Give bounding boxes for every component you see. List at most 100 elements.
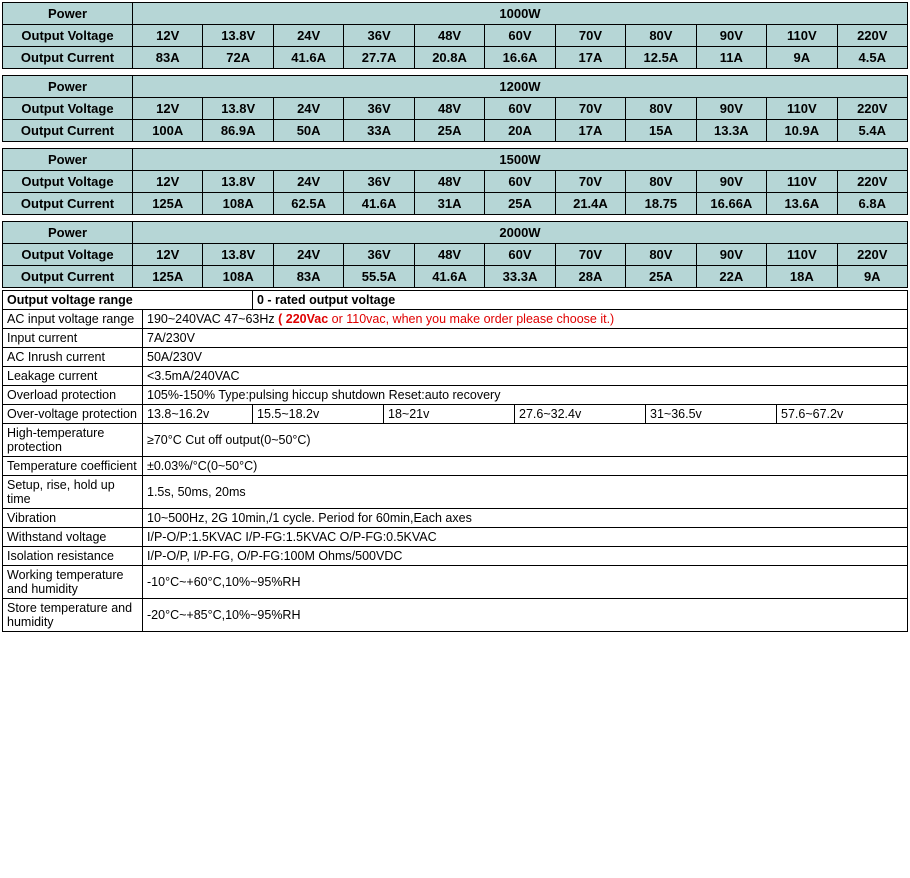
current-cell: 16.6A [485, 47, 555, 69]
spec-value: ≥70°C Cut off output(0~50°C) [143, 424, 908, 457]
spec-row: Input current7A/230V [3, 329, 908, 348]
power-label: Power [3, 222, 133, 244]
voltage-cell: 36V [344, 244, 414, 266]
voltage-cell: 13.8V [203, 244, 273, 266]
voltage-cell: 60V [485, 244, 555, 266]
current-cell: 25A [485, 193, 555, 215]
spec-label: Vibration [3, 509, 143, 528]
current-cell: 100A [133, 120, 203, 142]
voltage-cell: 110V [767, 25, 837, 47]
voltage-row-label: Output Voltage [3, 171, 133, 193]
power-value: 1200W [133, 76, 908, 98]
voltage-cell: 36V [344, 98, 414, 120]
power-value: 1000W [133, 3, 908, 25]
spec-row: Setup, rise, hold up time1.5s, 50ms, 20m… [3, 476, 908, 509]
voltage-row-label: Output Voltage [3, 25, 133, 47]
voltage-cell: 110V [767, 171, 837, 193]
ovp-cell: 18~21v [384, 405, 515, 424]
current-cell: 20A [485, 120, 555, 142]
voltage-cell: 13.8V [203, 25, 273, 47]
voltage-cell: 90V [696, 171, 766, 193]
current-cell: 9A [767, 47, 837, 69]
current-cell: 33.3A [485, 266, 555, 288]
voltage-cell: 13.8V [203, 171, 273, 193]
voltage-row-label: Output Voltage [3, 244, 133, 266]
voltage-cell: 70V [555, 98, 625, 120]
ovp-cell: 27.6~32.4v [515, 405, 646, 424]
spec-value: 190~240VAC 47~63Hz ( 220Vac or 110vac, w… [143, 310, 908, 329]
voltage-cell: 48V [414, 25, 484, 47]
voltage-cell: 12V [133, 244, 203, 266]
voltage-cell: 60V [485, 25, 555, 47]
voltage-cell: 220V [837, 25, 907, 47]
spec-label: Overload protection [3, 386, 143, 405]
spec-row: Vibration10~500Hz, 2G 10min,/1 cycle. Pe… [3, 509, 908, 528]
voltage-cell: 80V [626, 244, 696, 266]
spec-row: High-temperature protection≥70°C Cut off… [3, 424, 908, 457]
voltage-cell: 60V [485, 171, 555, 193]
voltage-cell: 24V [273, 244, 343, 266]
spec-label: Input current [3, 329, 143, 348]
current-cell: 108A [203, 193, 273, 215]
current-cell: 41.6A [344, 193, 414, 215]
spec-label: Temperature coefficient [3, 457, 143, 476]
current-cell: 9A [837, 266, 907, 288]
voltage-cell: 60V [485, 98, 555, 120]
spec-value: 10~500Hz, 2G 10min,/1 cycle. Period for … [143, 509, 908, 528]
spec-row: Store temperature and humidity-20°C~+85°… [3, 599, 908, 632]
spec-label: Over-voltage protection [3, 405, 143, 424]
voltage-cell: 48V [414, 171, 484, 193]
power-value: 2000W [133, 222, 908, 244]
voltage-cell: 12V [133, 171, 203, 193]
spec-row: Withstand voltageI/P-O/P:1.5KVAC I/P-FG:… [3, 528, 908, 547]
spec-row: AC Inrush current50A/230V [3, 348, 908, 367]
spec-value: ±0.03%/°C(0~50°C) [143, 457, 908, 476]
voltage-cell: 80V [626, 171, 696, 193]
power-label: Power [3, 76, 133, 98]
voltage-cell: 80V [626, 25, 696, 47]
current-cell: 50A [273, 120, 343, 142]
spec-value: I/P-O/P, I/P-FG, O/P-FG:100M Ohms/500VDC [143, 547, 908, 566]
voltage-cell: 48V [414, 244, 484, 266]
current-cell: 25A [414, 120, 484, 142]
voltage-cell: 24V [273, 171, 343, 193]
spec-row: Leakage current<3.5mA/240VAC [3, 367, 908, 386]
current-row-label: Output Current [3, 120, 133, 142]
spec-value: -20°C~+85°C,10%~95%RH [143, 599, 908, 632]
spec-row: Temperature coefficient±0.03%/°C(0~50°C) [3, 457, 908, 476]
power-table: Power1500WOutput Voltage12V13.8V24V36V48… [2, 148, 908, 215]
spec-row: Isolation resistanceI/P-O/P, I/P-FG, O/P… [3, 547, 908, 566]
current-cell: 4.5A [837, 47, 907, 69]
current-row-label: Output Current [3, 47, 133, 69]
voltage-cell: 70V [555, 244, 625, 266]
voltage-cell: 24V [273, 25, 343, 47]
current-cell: 125A [133, 193, 203, 215]
ovp-cell: 15.5~18.2v [253, 405, 384, 424]
output-voltage-range-row: Output voltage range 0 - rated output vo… [3, 291, 908, 310]
current-cell: 41.6A [273, 47, 343, 69]
current-cell: 5.4A [837, 120, 907, 142]
current-cell: 21.4A [555, 193, 625, 215]
voltage-cell: 24V [273, 98, 343, 120]
voltage-cell: 110V [767, 244, 837, 266]
spec-value: -10°C~+60°C,10%~95%RH [143, 566, 908, 599]
current-cell: 12.5A [626, 47, 696, 69]
current-cell: 25A [626, 266, 696, 288]
spec-label: Setup, rise, hold up time [3, 476, 143, 509]
voltage-cell: 12V [133, 98, 203, 120]
power-table: Power2000WOutput Voltage12V13.8V24V36V48… [2, 221, 908, 288]
ovp-cell: 31~36.5v [646, 405, 777, 424]
ovr-label: Output voltage range [3, 291, 253, 310]
spec-row: Overload protection105%-150% Type:pulsin… [3, 386, 908, 405]
spec-value: 1.5s, 50ms, 20ms [143, 476, 908, 509]
voltage-cell: 220V [837, 98, 907, 120]
current-row-label: Output Current [3, 193, 133, 215]
current-cell: 20.8A [414, 47, 484, 69]
power-table: Power1000WOutput Voltage12V13.8V24V36V48… [2, 2, 908, 69]
voltage-cell: 36V [344, 171, 414, 193]
voltage-row-label: Output Voltage [3, 98, 133, 120]
spec-label: Withstand voltage [3, 528, 143, 547]
voltage-cell: 90V [696, 244, 766, 266]
spec-label: Leakage current [3, 367, 143, 386]
current-cell: 13.6A [767, 193, 837, 215]
